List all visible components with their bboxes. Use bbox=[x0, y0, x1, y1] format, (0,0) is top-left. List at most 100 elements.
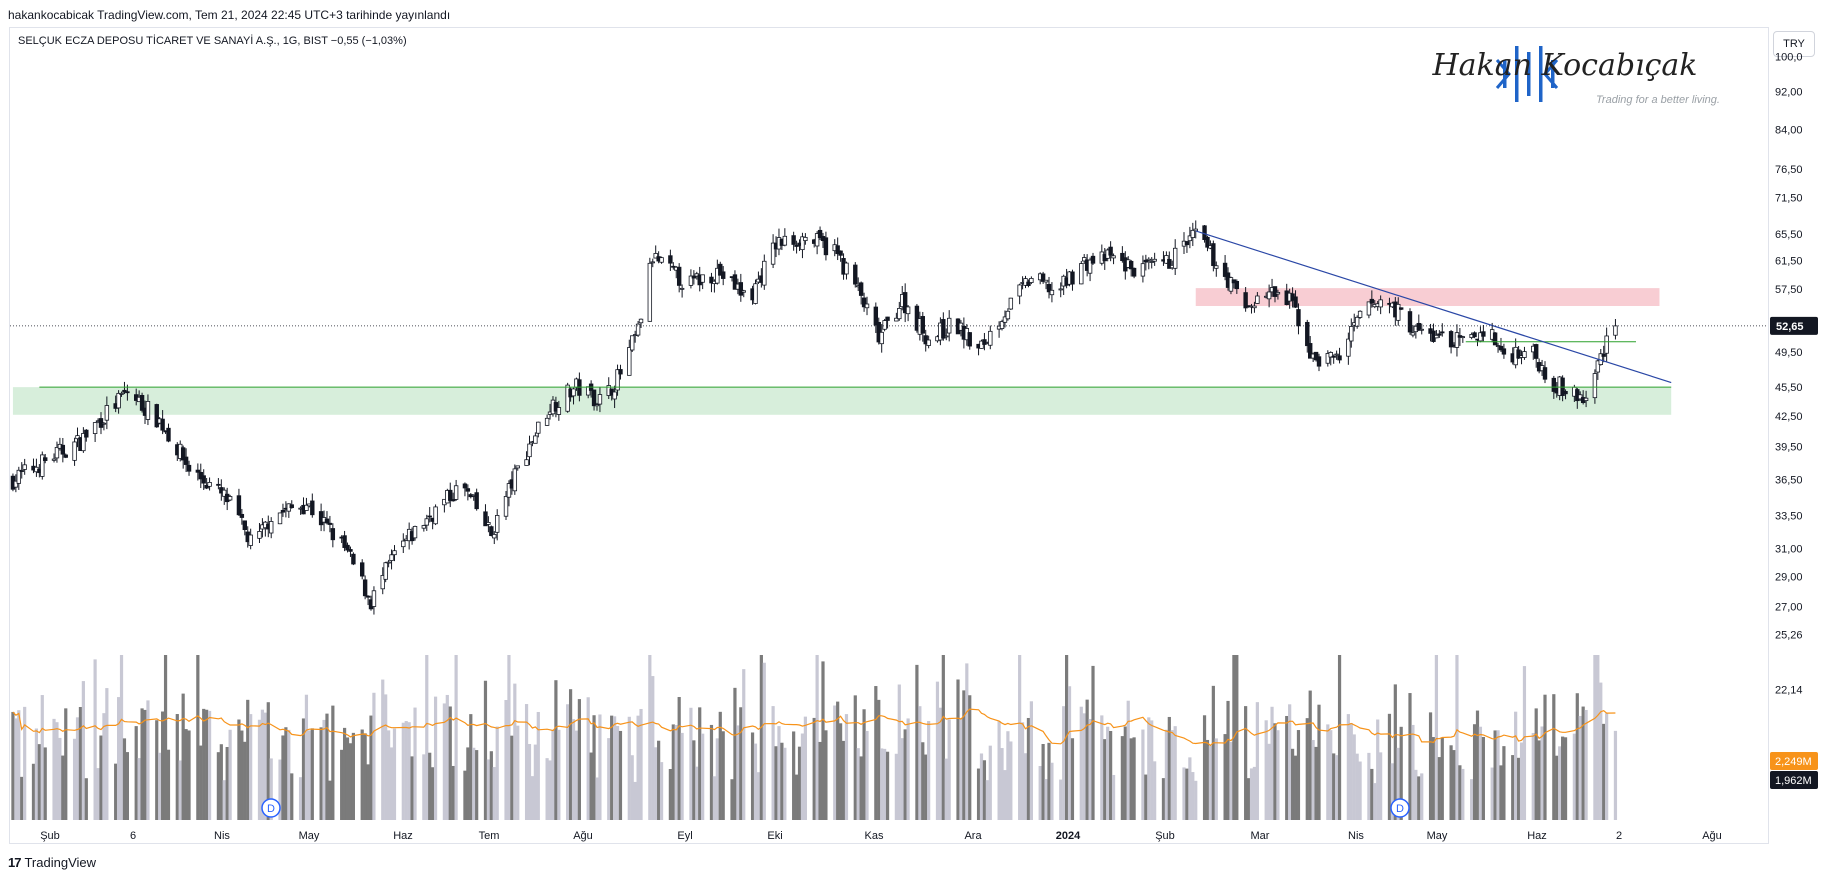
candle-body bbox=[591, 389, 597, 407]
candle-body bbox=[166, 427, 171, 442]
candle-body bbox=[1378, 299, 1383, 308]
volume-bar bbox=[1337, 655, 1342, 820]
candle-body bbox=[630, 335, 635, 351]
candle-body bbox=[51, 458, 57, 461]
volume-bar bbox=[877, 699, 881, 820]
volume-bar bbox=[636, 715, 640, 820]
candle-body bbox=[1140, 263, 1146, 277]
candle-body bbox=[544, 417, 550, 426]
volume-bar bbox=[492, 767, 496, 820]
x-tick-label: Şub bbox=[1155, 830, 1175, 842]
volume-bar bbox=[1141, 729, 1145, 820]
candle-body bbox=[1143, 259, 1149, 263]
candle-body bbox=[257, 531, 262, 539]
volume-bar bbox=[613, 716, 617, 820]
candle-body bbox=[1005, 310, 1011, 320]
volume-bar bbox=[222, 780, 226, 820]
candle-body bbox=[861, 297, 867, 308]
candle-body bbox=[512, 468, 518, 492]
volume-bar bbox=[181, 693, 185, 820]
x-tick-label: Tem bbox=[479, 830, 500, 842]
volume-bar bbox=[1352, 734, 1356, 820]
candle-body bbox=[527, 443, 532, 458]
candle-body bbox=[116, 392, 121, 409]
volume-bar bbox=[648, 655, 652, 820]
volume-bar bbox=[75, 717, 80, 820]
y-tick-label: 29,00 bbox=[1775, 571, 1803, 583]
volume-bar bbox=[1555, 755, 1559, 820]
volume-bar bbox=[836, 701, 840, 820]
candle-body bbox=[721, 271, 726, 279]
candle-body bbox=[691, 275, 697, 279]
volume-bar bbox=[472, 747, 476, 820]
volume-bar bbox=[1458, 765, 1462, 820]
x-tick-label: Ağu bbox=[573, 830, 593, 842]
x-tick-label: Nis bbox=[1348, 830, 1364, 842]
volume-bar bbox=[956, 679, 960, 820]
candle-body bbox=[1492, 332, 1498, 346]
volume-bar bbox=[1496, 730, 1500, 820]
volume-bar bbox=[1335, 755, 1339, 820]
volume-bar bbox=[1038, 766, 1042, 820]
volume-bar bbox=[1511, 755, 1515, 820]
volume-bar bbox=[1173, 726, 1177, 820]
volume-bar bbox=[1211, 685, 1215, 820]
volume-bar bbox=[1067, 686, 1072, 820]
volume-bar bbox=[304, 694, 309, 820]
resistance-zone bbox=[1195, 288, 1660, 306]
volume-bar bbox=[84, 778, 88, 820]
time-axis: Şub 6 Nis May Haz Tem Ağu Eyl Eki Kas Ara 2024 Şub Ma… bbox=[40, 830, 1722, 842]
volume-bar bbox=[794, 774, 799, 820]
x-tick-label: Haz bbox=[393, 830, 413, 842]
volume-bar bbox=[319, 727, 323, 820]
drawings-layer bbox=[10, 230, 1768, 388]
volume-bar bbox=[1346, 714, 1350, 820]
volume-bar bbox=[771, 706, 775, 820]
volume-bar bbox=[495, 726, 499, 820]
volume-bar bbox=[750, 732, 755, 820]
volume-bar bbox=[1091, 665, 1095, 820]
volume-bar bbox=[1223, 734, 1227, 820]
y-tick-label: 36,50 bbox=[1775, 475, 1803, 487]
candle-body bbox=[101, 422, 107, 425]
volume-bar bbox=[1264, 720, 1268, 820]
candle-body bbox=[1478, 332, 1483, 342]
volume-bar bbox=[363, 733, 367, 820]
candle-body bbox=[1043, 279, 1049, 283]
candle-body bbox=[741, 290, 746, 293]
volume-bar bbox=[1455, 655, 1459, 820]
candle-body bbox=[853, 264, 858, 285]
volume-bar bbox=[155, 720, 159, 820]
candle-body bbox=[709, 276, 714, 284]
candle-body bbox=[879, 331, 884, 345]
volume-bar bbox=[263, 712, 267, 820]
volume-bar bbox=[524, 704, 529, 820]
volume-bar bbox=[853, 695, 857, 820]
x-tick-label: Mar bbox=[1251, 830, 1270, 842]
candle-body bbox=[310, 500, 315, 516]
downtrend-line bbox=[1195, 230, 1672, 384]
volume-bar bbox=[627, 716, 631, 820]
volume-bar bbox=[897, 684, 901, 820]
volume-bar bbox=[1561, 736, 1565, 820]
candle-body bbox=[239, 513, 245, 518]
volume-bar bbox=[674, 724, 678, 820]
volume-bar bbox=[1311, 740, 1315, 820]
candle-body bbox=[615, 369, 620, 391]
candle-body bbox=[659, 257, 664, 263]
volume-bar bbox=[1613, 730, 1618, 820]
volume-bar bbox=[431, 767, 435, 820]
symbol-legend[interactable]: SELÇUK ECZA DEPOSU TİCARET VE SANAYİ A.Ş… bbox=[18, 35, 407, 47]
tradingview-footer[interactable]: 17 TradingView bbox=[8, 855, 96, 870]
volume-tag bbox=[1770, 771, 1818, 789]
volume-bar bbox=[469, 714, 473, 820]
currency-button[interactable]: TRY bbox=[1773, 31, 1815, 57]
volume-bar bbox=[445, 694, 449, 820]
candle-body bbox=[280, 509, 286, 513]
watermark-name: Hakan Kocabıçak bbox=[1432, 48, 1698, 83]
volume-bar bbox=[310, 728, 314, 820]
logo-chevrons bbox=[1495, 59, 1559, 89]
y-tick-label: 45,50 bbox=[1775, 382, 1803, 394]
volume-bar bbox=[196, 655, 200, 820]
